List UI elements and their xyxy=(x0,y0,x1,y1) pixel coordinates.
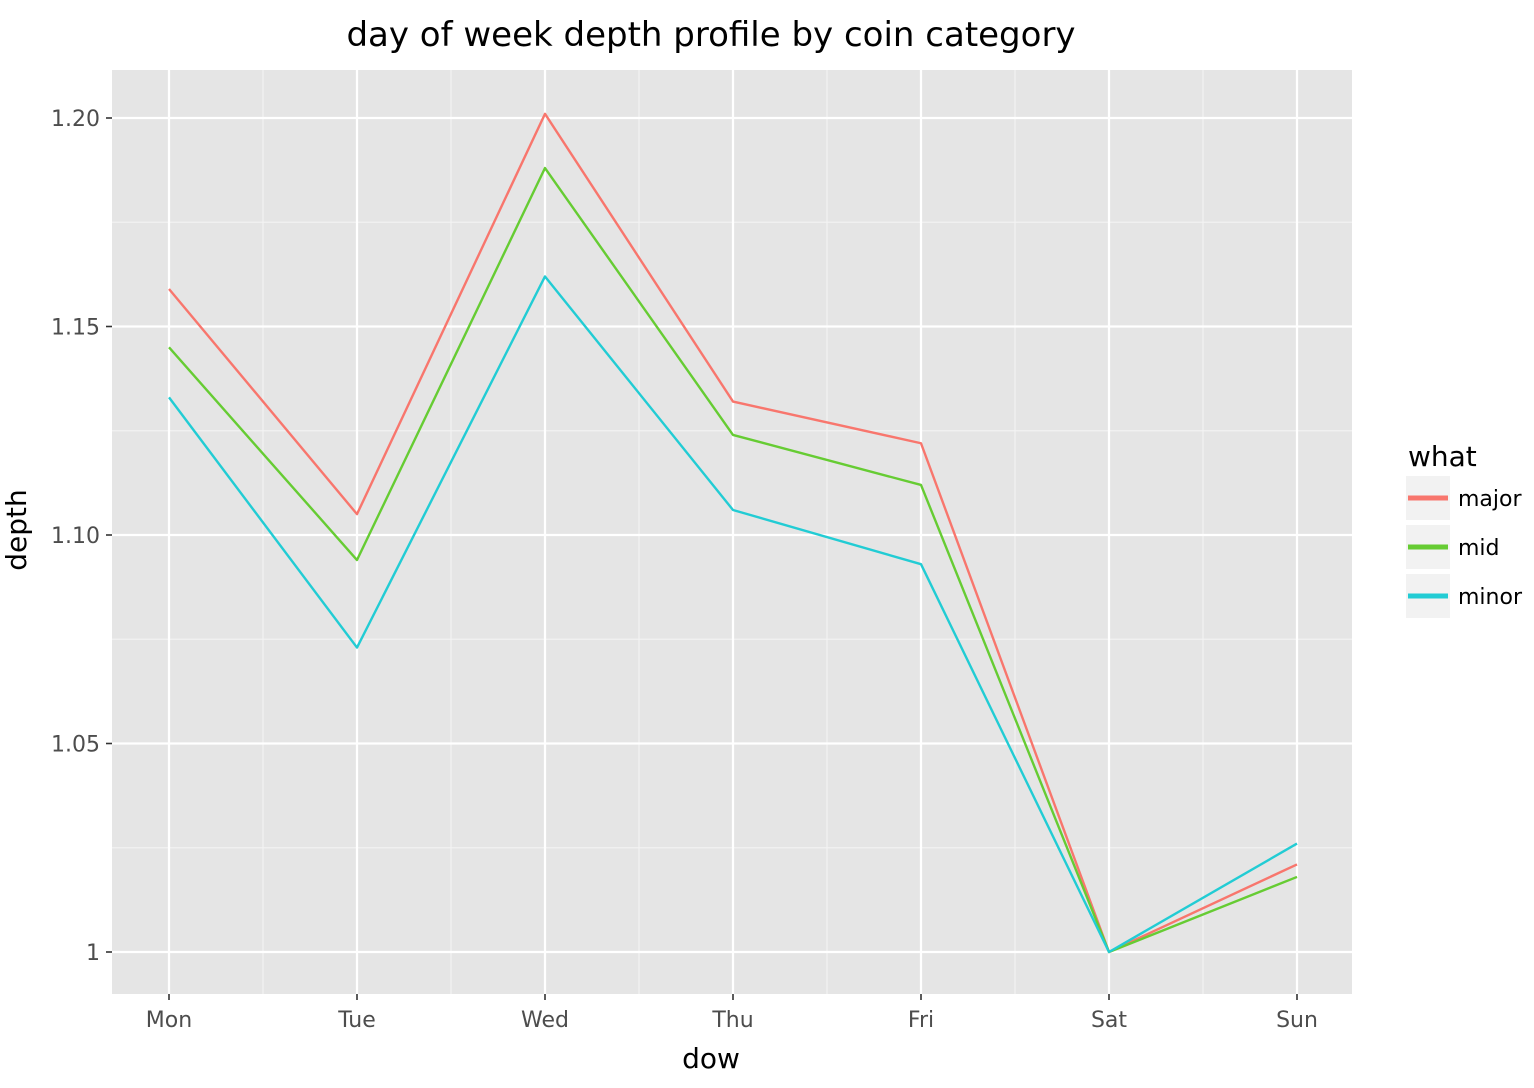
major-grid xyxy=(112,70,1352,994)
x-tick-label: Mon xyxy=(146,1008,192,1033)
y-tick-label: 1.20 xyxy=(51,107,100,132)
legend-items: major mid minor xyxy=(1406,476,1523,618)
legend-title: what xyxy=(1408,440,1477,473)
x-axis-title: dow xyxy=(682,1042,740,1075)
legend-label: major xyxy=(1458,487,1522,512)
y-tick-label: 1.10 xyxy=(51,524,100,549)
legend-item-mid: mid xyxy=(1406,525,1500,569)
x-tick-label: Wed xyxy=(521,1008,569,1033)
y-axis-ticks: 1 1.05 1.10 1.15 1.20 xyxy=(51,107,112,966)
chart-title: day of week depth profile by coin catego… xyxy=(346,15,1075,55)
x-axis-ticks: Mon Tue Wed Thu Fri Sat Sun xyxy=(146,994,1318,1033)
x-tick-label: Sun xyxy=(1276,1008,1318,1033)
x-tick-label: Sat xyxy=(1091,1008,1127,1033)
y-tick-label: 1 xyxy=(86,941,100,966)
legend-item-major: major xyxy=(1406,476,1522,520)
x-tick-label: Tue xyxy=(337,1008,376,1033)
y-axis-title: depth xyxy=(0,489,33,571)
series-lines xyxy=(168,112,1298,954)
x-tick-label: Thu xyxy=(711,1008,753,1033)
legend: what major mid minor xyxy=(1406,440,1523,618)
y-tick-label: 1.05 xyxy=(51,733,100,758)
legend-item-minor: minor xyxy=(1406,574,1523,618)
legend-label: mid xyxy=(1458,536,1500,561)
series-line-minor xyxy=(168,275,1298,954)
y-tick-label: 1.15 xyxy=(51,316,100,341)
x-tick-label: Fri xyxy=(908,1008,934,1033)
legend-label: minor xyxy=(1458,585,1523,610)
